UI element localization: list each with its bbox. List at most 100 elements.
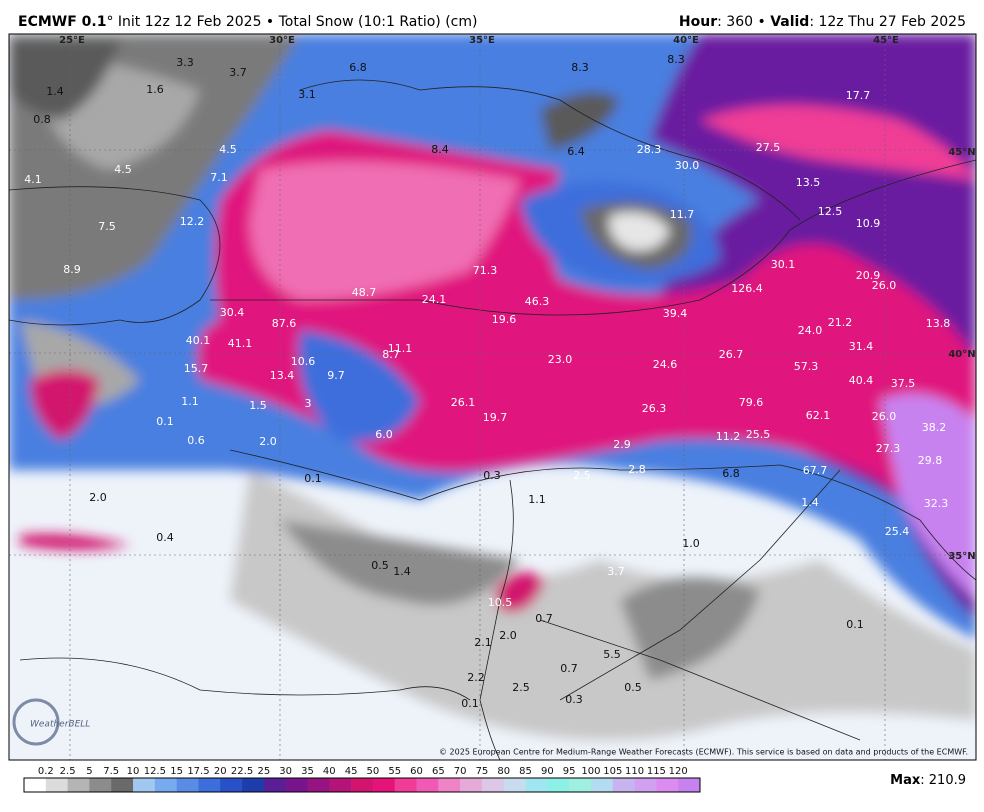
spot-value: 2.0 bbox=[499, 629, 517, 642]
spot-value: 10.6 bbox=[291, 355, 316, 368]
spot-value: 3.7 bbox=[229, 66, 247, 79]
spot-value: 17.7 bbox=[846, 89, 871, 102]
spot-value: 3.7 bbox=[607, 565, 625, 578]
header-left: ECMWF 0.1° Init 12z 12 Feb 2025 • Total … bbox=[18, 14, 477, 30]
max-label: Max bbox=[890, 773, 921, 788]
colorbar-cell bbox=[503, 778, 526, 792]
spot-value: 2.5 bbox=[512, 681, 530, 694]
spot-value: 40.1 bbox=[186, 334, 211, 347]
spot-value: 30.1 bbox=[771, 258, 796, 271]
colorbar-cell bbox=[416, 778, 439, 792]
spot-value: 12.5 bbox=[818, 205, 843, 218]
spot-value: 2.0 bbox=[259, 435, 277, 448]
spot-value: 3.1 bbox=[298, 88, 316, 101]
spot-value: 57.3 bbox=[794, 360, 819, 373]
colorbar-label: 65 bbox=[432, 766, 445, 777]
spot-value: 41.1 bbox=[228, 337, 253, 350]
colorbar-label: 22.5 bbox=[231, 766, 253, 777]
spot-value: 11.2 bbox=[716, 430, 741, 443]
spot-value: 0.5 bbox=[371, 559, 389, 572]
colorbar-label: 15 bbox=[170, 766, 183, 777]
spot-value: 3.3 bbox=[176, 56, 194, 69]
spot-value: 3 bbox=[305, 397, 312, 410]
spot-value: 25.4 bbox=[885, 525, 910, 538]
borders bbox=[9, 79, 976, 760]
spot-value: 30.4 bbox=[220, 306, 245, 319]
graticule bbox=[9, 34, 976, 760]
spot-value: 30.0 bbox=[675, 159, 700, 172]
map-labels: 25°E 30°E 35°E 40°E 45°E 45°N 40°N 35°N 3.3 3.7 1.… bbox=[24, 35, 975, 710]
spot-value: 46.3 bbox=[525, 295, 550, 308]
spot-value: 39.4 bbox=[663, 307, 688, 320]
colorbar-cell bbox=[111, 778, 134, 792]
spot-value: 26.0 bbox=[872, 279, 897, 292]
colorbar-cell bbox=[372, 778, 396, 792]
colorbar-label: 2.5 bbox=[60, 766, 76, 777]
colorbar-cell bbox=[678, 778, 701, 792]
colorbar-cell bbox=[242, 778, 265, 792]
colorbar-label: 0.2 bbox=[38, 766, 54, 777]
spot-value: 6.8 bbox=[349, 61, 367, 74]
colorbar-label: 75 bbox=[476, 766, 489, 777]
colorbar-label: 110 bbox=[625, 766, 644, 777]
spot-value: 23.0 bbox=[548, 353, 573, 366]
spot-value: 11.7 bbox=[670, 208, 695, 221]
grid-label: 25°E bbox=[59, 35, 85, 46]
init: ° Init 12z 12 Feb 2025 • Total Snow (10:… bbox=[106, 14, 477, 30]
colorbar-cell bbox=[525, 778, 548, 792]
spot-value: 62.1 bbox=[806, 409, 831, 422]
valid-label: Valid bbox=[770, 14, 809, 30]
spot-value: 8.7 bbox=[382, 348, 400, 361]
spot-value: 15.7 bbox=[184, 362, 209, 375]
spot-value: 1.6 bbox=[146, 83, 164, 96]
spot-value: 37.5 bbox=[891, 377, 916, 390]
grid-label: 45°E bbox=[873, 35, 899, 46]
colorbar-label: 5 bbox=[86, 766, 92, 777]
spot-value: 1.1 bbox=[181, 395, 199, 408]
spot-value: 79.6 bbox=[739, 396, 764, 409]
spot-value: 13.8 bbox=[926, 317, 951, 330]
colorbar-label: 20 bbox=[214, 766, 227, 777]
header-right: Hour: 360 • Valid: 12z Thu 27 Feb 2025 bbox=[679, 14, 966, 30]
colorbar-cell bbox=[133, 778, 156, 792]
colorbar-cell bbox=[89, 778, 112, 792]
colorbar-label: 55 bbox=[388, 766, 401, 777]
spot-value: 26.3 bbox=[642, 402, 667, 415]
spot-value: 1.4 bbox=[46, 85, 64, 98]
colorbar-label: 12.5 bbox=[144, 766, 166, 777]
colorbar-cell bbox=[438, 778, 461, 792]
spot-value: 10.5 bbox=[488, 596, 513, 609]
colorbar-label: 7.5 bbox=[103, 766, 119, 777]
colorbar-cell bbox=[24, 778, 47, 792]
colorbar-label: 17.5 bbox=[187, 766, 209, 777]
branding: WeatherBELL bbox=[30, 720, 90, 730]
spot-value: 25.5 bbox=[746, 428, 771, 441]
spot-value: 1.1 bbox=[528, 493, 546, 506]
spot-value: 13.4 bbox=[270, 369, 295, 382]
spot-value: 0.1 bbox=[846, 618, 864, 631]
spot-value: 4.5 bbox=[114, 163, 132, 176]
spot-value: 6.0 bbox=[375, 428, 393, 441]
spot-value: 6.4 bbox=[567, 145, 585, 158]
colorbar-cell bbox=[263, 778, 286, 792]
spot-value: 67.7 bbox=[803, 464, 828, 477]
spot-value: 27.3 bbox=[876, 442, 901, 455]
colorbar-label: 85 bbox=[519, 766, 532, 777]
spot-value: 87.6 bbox=[272, 317, 297, 330]
colorbar-cell bbox=[45, 778, 68, 792]
map-frame bbox=[8, 33, 977, 761]
spot-value: 1.5 bbox=[249, 399, 267, 412]
spot-value: 2.9 bbox=[613, 438, 631, 451]
colorbar-cell bbox=[220, 778, 243, 792]
spot-value: 0.8 bbox=[33, 113, 51, 126]
hour: : 360 • bbox=[717, 14, 770, 30]
spot-value: 26.7 bbox=[719, 348, 744, 361]
colorbar-label: 120 bbox=[669, 766, 688, 777]
colorbar-cell bbox=[634, 778, 657, 792]
model: ECMWF 0.1 bbox=[18, 14, 106, 30]
colorbar-label: 40 bbox=[323, 766, 336, 777]
max: Max: 210.9 bbox=[890, 773, 966, 788]
spot-value: 24.1 bbox=[422, 293, 447, 306]
spot-value: 0.4 bbox=[156, 531, 174, 544]
spot-value: 24.6 bbox=[653, 358, 678, 371]
